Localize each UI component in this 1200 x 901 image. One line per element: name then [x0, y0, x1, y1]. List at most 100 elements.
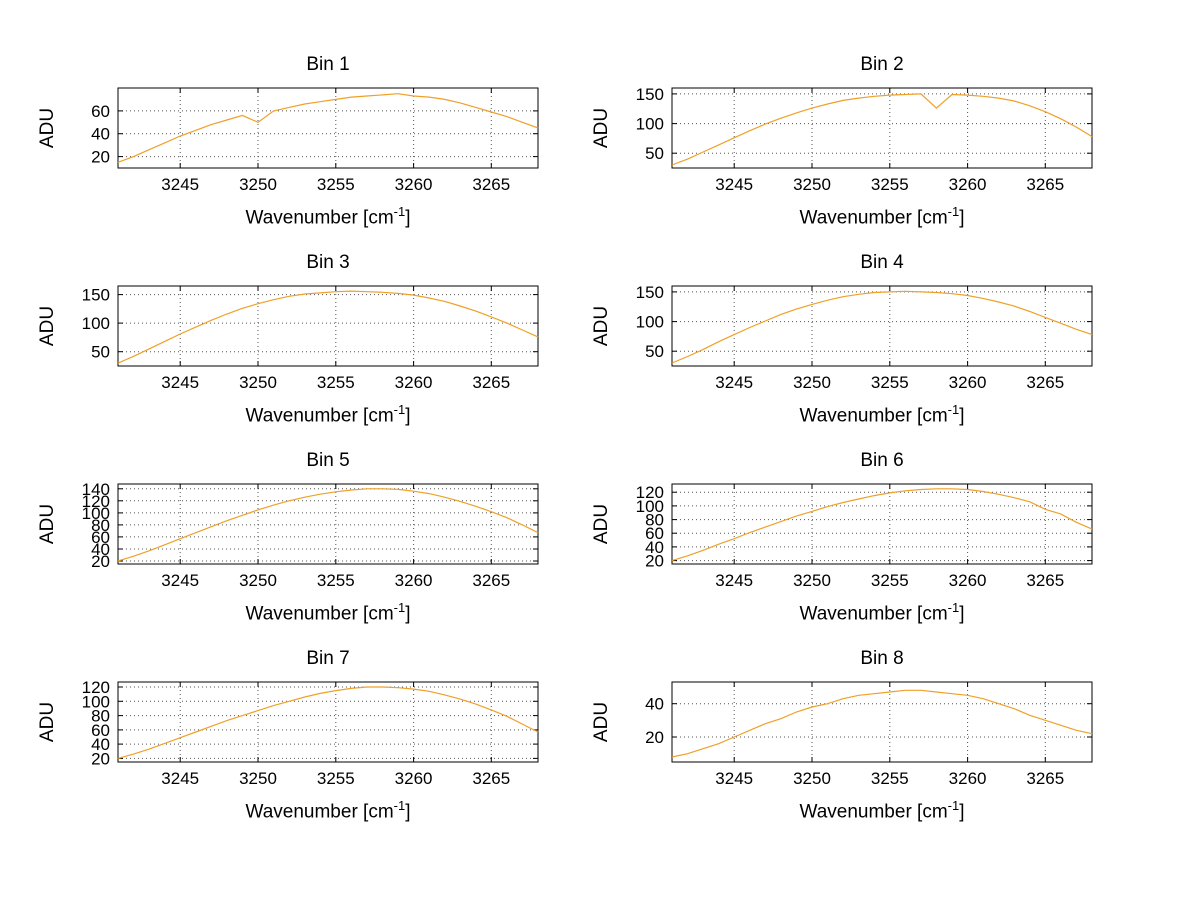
x-axis-label-text: Wavenumber [cm [245, 207, 394, 229]
svg-text:20: 20 [91, 148, 110, 167]
x-axis-label-bracket: ] [405, 405, 411, 427]
x-axis-label: Wavenumber [cm-1] [672, 798, 1092, 823]
x-axis-label-text: Wavenumber [cm [245, 801, 394, 823]
svg-text:3260: 3260 [949, 769, 987, 788]
svg-text:50: 50 [645, 342, 664, 361]
svg-text:3250: 3250 [239, 175, 277, 194]
x-axis-label: Wavenumber [cm-1] [118, 402, 538, 427]
svg-text:3255: 3255 [871, 769, 909, 788]
svg-text:3260: 3260 [949, 373, 987, 392]
svg-text:100: 100 [82, 692, 110, 711]
svg-text:3265: 3265 [472, 373, 510, 392]
svg-text:3250: 3250 [793, 571, 831, 590]
x-axis-label-superscript: -1 [947, 204, 960, 219]
svg-text:3250: 3250 [239, 373, 277, 392]
subplot-title: Bin 1 [306, 54, 350, 75]
svg-text:3265: 3265 [1026, 175, 1064, 194]
svg-text:20: 20 [645, 552, 664, 571]
svg-text:50: 50 [91, 343, 110, 362]
x-axis-label: Wavenumber [cm-1] [118, 600, 538, 625]
x-axis-label-bracket: ] [405, 207, 411, 229]
subplot-bin-8: Bin 8 ADU 3245 3250 3255 3260 3265 20 40 Waven… [591, 648, 1093, 822]
svg-text:3245: 3245 [715, 175, 753, 194]
x-axis-label-text: Wavenumber [cm [799, 801, 948, 823]
svg-text:120: 120 [82, 678, 110, 697]
subplot-bin-6: Bin 6 ADU 3245 3250 3255 3260 3265 20 40 60 80 10… [591, 450, 1093, 624]
svg-text:3265: 3265 [1026, 571, 1064, 590]
subplot-title: Bin 5 [306, 450, 350, 471]
svg-text:40: 40 [91, 735, 110, 754]
x-axis-label-bracket: ] [959, 603, 965, 625]
svg-text:3245: 3245 [161, 769, 199, 788]
svg-text:40: 40 [91, 125, 110, 144]
x-axis-label-bracket: ] [959, 405, 965, 427]
x-axis-label: Wavenumber [cm-1] [118, 204, 538, 229]
svg-text:3260: 3260 [395, 373, 433, 392]
svg-text:3255: 3255 [871, 175, 909, 194]
svg-text:3265: 3265 [1026, 769, 1064, 788]
svg-text:50: 50 [645, 144, 664, 163]
svg-text:60: 60 [91, 102, 110, 121]
svg-text:3265: 3265 [1026, 373, 1064, 392]
x-axis-label-superscript: -1 [947, 402, 960, 417]
x-axis-label-superscript: -1 [393, 600, 406, 615]
x-axis-label: Wavenumber [cm-1] [672, 204, 1092, 229]
svg-text:3250: 3250 [793, 373, 831, 392]
svg-text:150: 150 [636, 85, 664, 104]
svg-text:40: 40 [91, 540, 110, 559]
plot-area: 3245 3250 3255 3260 3265 50 100 150 [82, 285, 539, 392]
svg-text:40: 40 [645, 538, 664, 557]
subplot-title: Bin 8 [860, 648, 904, 669]
subplot-bin-2: Bin 2 ADU 3245 3250 3255 3260 3265 50 100 150 W… [591, 54, 1093, 228]
svg-text:3245: 3245 [715, 769, 753, 788]
svg-text:150: 150 [636, 283, 664, 302]
subplot-title: Bin 4 [860, 252, 904, 273]
svg-text:3260: 3260 [395, 769, 433, 788]
x-axis-label-bracket: ] [405, 603, 411, 625]
x-axis-label-text: Wavenumber [cm [799, 207, 948, 229]
svg-text:3255: 3255 [317, 175, 355, 194]
svg-text:3260: 3260 [395, 175, 433, 194]
subplot-title: Bin 6 [860, 450, 904, 471]
x-axis-label-text: Wavenumber [cm [799, 603, 948, 625]
svg-text:20: 20 [91, 749, 110, 768]
svg-text:120: 120 [636, 483, 664, 502]
svg-text:80: 80 [91, 707, 110, 726]
plot-area: 3245 3250 3255 3260 3265 20 40 60 [91, 87, 539, 194]
x-axis-label: Wavenumber [cm-1] [672, 600, 1092, 625]
svg-text:3265: 3265 [472, 175, 510, 194]
x-axis-label-superscript: -1 [393, 798, 406, 813]
svg-text:100: 100 [82, 504, 110, 523]
svg-text:3265: 3265 [472, 769, 510, 788]
subplot-title: Bin 2 [860, 54, 904, 75]
svg-text:80: 80 [91, 516, 110, 535]
svg-text:100: 100 [636, 313, 664, 332]
svg-text:60: 60 [645, 524, 664, 543]
x-axis-label-superscript: -1 [947, 600, 960, 615]
svg-text:3250: 3250 [239, 769, 277, 788]
subplot-title: Bin 7 [306, 648, 350, 669]
svg-text:3250: 3250 [793, 769, 831, 788]
svg-text:120: 120 [82, 492, 110, 511]
subplot-bin-3: Bin 3 ADU 3245 3250 3255 3260 3265 50 100 150 W… [37, 252, 539, 426]
subplot-bin-5: Bin 5 ADU 3245 3250 3255 3260 3265 20 40 60 80 10… [37, 450, 539, 624]
svg-text:20: 20 [645, 728, 664, 747]
x-axis-label-text: Wavenumber [cm [245, 603, 394, 625]
plot-area: 3245 3250 3255 3260 3265 50 100 150 [636, 85, 1093, 194]
svg-text:3245: 3245 [161, 175, 199, 194]
svg-text:100: 100 [636, 115, 664, 134]
plot-area: 3245 3250 3255 3260 3265 20 40 [645, 681, 1093, 788]
svg-text:3250: 3250 [239, 571, 277, 590]
svg-text:100: 100 [636, 497, 664, 516]
svg-text:20: 20 [91, 552, 110, 571]
svg-text:140: 140 [82, 480, 110, 499]
svg-text:3245: 3245 [161, 571, 199, 590]
svg-text:3255: 3255 [317, 769, 355, 788]
x-axis-label-bracket: ] [959, 801, 965, 823]
svg-text:100: 100 [82, 314, 110, 333]
svg-text:40: 40 [645, 695, 664, 714]
